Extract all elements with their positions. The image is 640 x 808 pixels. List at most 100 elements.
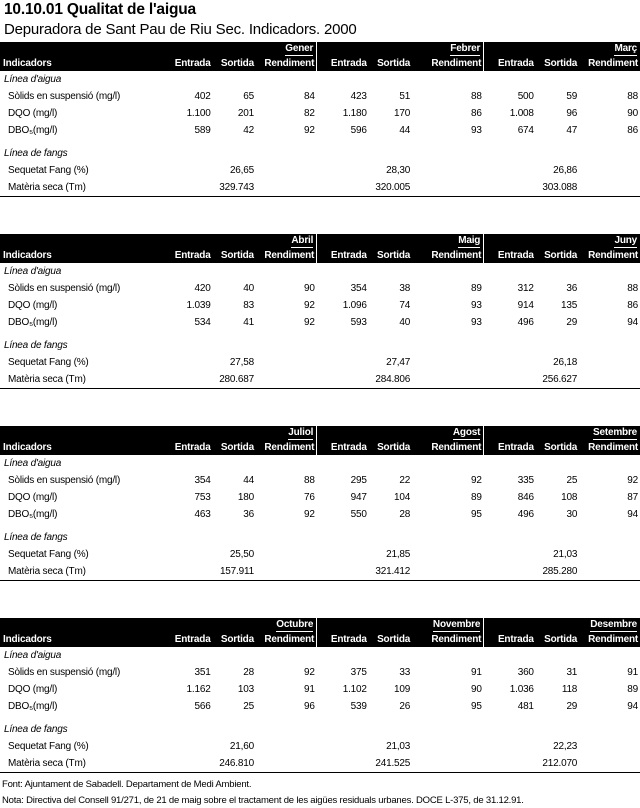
- value-cell: 92: [303, 667, 315, 678]
- empty-cell: [412, 755, 484, 773]
- month-header-row: Juliol Agost Setembre: [0, 426, 640, 440]
- month-name: Gener: [285, 43, 314, 56]
- value-cell: 481: [517, 701, 534, 712]
- empty-cell: [317, 162, 369, 179]
- value-cell: 88: [303, 475, 315, 486]
- value-cell: 84: [303, 91, 315, 102]
- value-cell: 93: [470, 317, 482, 328]
- indicators-table: Juliol Agost Setembre Indicadors Entrada Sort…: [0, 426, 640, 581]
- value-cell: 27,47: [386, 357, 411, 368]
- value-cell: 93: [470, 300, 482, 311]
- rendiment-header: Rendiment: [588, 442, 638, 453]
- rendiment-header: Rendiment: [588, 250, 638, 261]
- value-cell: 496: [517, 509, 534, 520]
- value-cell: 41: [243, 317, 254, 328]
- value-cell: 36: [243, 509, 254, 520]
- empty-cell: [579, 755, 640, 773]
- value-cell: 92: [303, 300, 315, 311]
- value-cell: 303.088: [535, 179, 580, 197]
- value-cell: 500: [517, 91, 534, 102]
- section-linia-fangs: Línea de fangs: [4, 532, 68, 543]
- row-label-dqo: DQO (mg/l): [8, 300, 58, 311]
- entrada-header: Entrada: [174, 58, 211, 69]
- empty-cell: [579, 162, 640, 179]
- empty-cell: [255, 179, 317, 197]
- month-header-row: Abril Maig Juny: [0, 234, 640, 248]
- value-cell: 157.911: [212, 563, 256, 581]
- data-row-sequetat: Sequetat Fang (%) 25,50 21,85 21,03: [0, 546, 640, 563]
- value-cell: 201: [237, 108, 254, 119]
- value-cell: 47: [566, 125, 578, 136]
- value-cell: 92: [303, 125, 315, 136]
- value-cell: 44: [399, 125, 411, 136]
- value-cell: 59: [566, 91, 578, 102]
- value-cell: 76: [303, 492, 315, 503]
- value-cell: 354: [350, 283, 367, 294]
- sortida-header: Sortida: [544, 250, 578, 261]
- month-header-cell: Juliol: [161, 426, 317, 440]
- value-cell: 375: [350, 667, 367, 678]
- entrada-header: Entrada: [316, 440, 369, 455]
- value-cell: 90: [627, 108, 638, 119]
- value-cell: 180: [237, 492, 254, 503]
- data-row-solids: Sòlids en suspensió (mg/l) 354 44 88 295 22 92…: [0, 472, 640, 489]
- empty-cell: [412, 371, 484, 389]
- value-cell: 29: [566, 701, 578, 712]
- section-row: Línea de fangs: [0, 145, 640, 162]
- section-row: Línea d'aigua: [0, 263, 640, 280]
- value-cell: 321.412: [368, 563, 413, 581]
- section-linia-fangs: Línea de fangs: [4, 148, 68, 159]
- value-cell: 423: [350, 91, 367, 102]
- value-cell: 51: [399, 91, 411, 102]
- row-label-dbo: DBO₅(mg/l): [8, 509, 58, 520]
- section-linia-aigua: Línea d'aigua: [4, 266, 62, 277]
- section-row: Línea d'aigua: [0, 647, 640, 664]
- value-cell: 90: [303, 283, 315, 294]
- section-row: Línea de fangs: [0, 721, 640, 738]
- value-cell: 88: [627, 91, 638, 102]
- data-row-materia: Matèria seca (Tm) 329.743 320.005 303.088: [0, 179, 640, 197]
- sortida-header: Sortida: [220, 634, 254, 645]
- value-cell: 91: [471, 667, 482, 678]
- value-cell: 118: [561, 684, 578, 695]
- value-cell: 31: [566, 667, 578, 678]
- month-header-cell: Abril: [161, 234, 317, 248]
- month-header-cell: Març: [483, 42, 640, 56]
- value-cell: 463: [194, 509, 211, 520]
- data-row-materia: Matèria seca (Tm) 246.810 241.525 212.070: [0, 755, 640, 773]
- indicadors-header: Indicadors: [3, 250, 52, 261]
- month-name: Desembre: [590, 619, 637, 632]
- empty-cell: [316, 179, 369, 197]
- value-cell: 914: [517, 300, 534, 311]
- sortida-header: Sortida: [544, 634, 578, 645]
- quarter-table-block: Abril Maig Juny Indicadors Entrada Sortida Ren…: [0, 234, 640, 389]
- empty-cell: [255, 371, 317, 389]
- month-header-cell: Maig: [316, 234, 484, 248]
- row-label-materia: Matèria seca (Tm): [0, 179, 161, 197]
- sortida-header: Sortida: [220, 58, 254, 69]
- indicadors-header: Indicadors: [3, 442, 52, 453]
- row-label-solids: Sòlids en suspensió (mg/l): [8, 475, 121, 486]
- month-name: Maig: [458, 235, 481, 248]
- empty-cell: [316, 371, 369, 389]
- value-cell: 25: [566, 475, 578, 486]
- month-name: Novembre: [432, 619, 481, 632]
- data-row-sequetat: Sequetat Fang (%) 27,58 27,47 26,18: [0, 354, 640, 371]
- month-name: Juny: [614, 235, 637, 248]
- empty-cell: [256, 738, 317, 755]
- indicators-table: Abril Maig Juny Indicadors Entrada Sortida Ren…: [0, 234, 640, 389]
- entrada-header: Entrada: [316, 56, 369, 71]
- empty-cell: [317, 738, 369, 755]
- value-cell: 566: [194, 701, 211, 712]
- indicators-table: Gener Febrer Març Indicadors Entrada Sortida R…: [0, 42, 640, 197]
- value-cell: 27,58: [229, 357, 254, 368]
- value-cell: 88: [627, 283, 638, 294]
- data-row-sequetat: Sequetat Fang (%) 26,65 28,30 26,86: [0, 162, 640, 179]
- value-cell: 212.070: [535, 755, 580, 773]
- section-row: Línea de fangs: [0, 337, 640, 354]
- empty-cell: [412, 162, 484, 179]
- value-cell: 82: [303, 108, 315, 119]
- empty-cell: [412, 179, 484, 197]
- value-cell: 539: [350, 701, 367, 712]
- section-linia-aigua: Línea d'aigua: [4, 458, 62, 469]
